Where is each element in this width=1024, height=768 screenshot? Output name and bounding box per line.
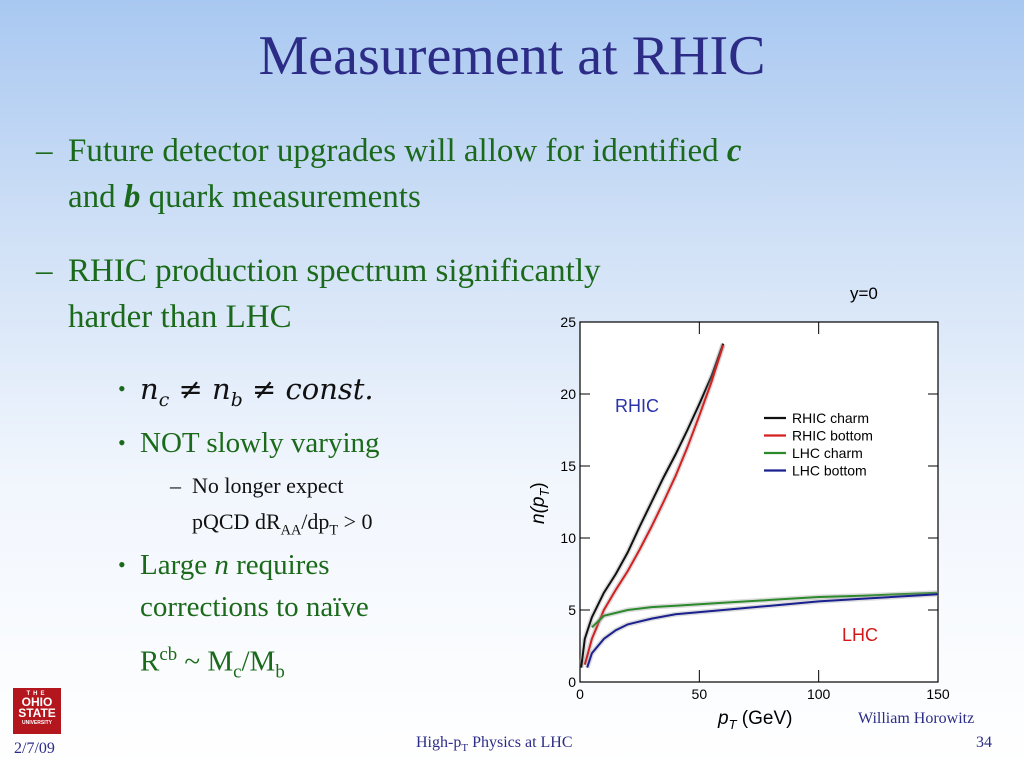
footer-date: 2/7/09 bbox=[14, 740, 55, 757]
annotation-rhic: RHIC bbox=[615, 396, 659, 416]
bullet-em-c: c bbox=[726, 133, 742, 169]
series-line-lhc-charm bbox=[591, 591, 939, 629]
y-tick-label: 15 bbox=[560, 458, 576, 474]
series-line-rhic-bottom bbox=[583, 344, 725, 665]
ohio-state-logo: THE OHIO STATE UNIVERSITY bbox=[13, 688, 61, 734]
bullet-dot: • bbox=[118, 430, 126, 455]
subbullet-rcb: Rcb ~ Mc/Mb bbox=[140, 644, 285, 683]
footer-author: William Horowitz bbox=[858, 710, 975, 727]
legend-label: RHIC charm bbox=[792, 410, 869, 426]
series-lines bbox=[578, 342, 939, 669]
legend-label: RHIC bottom bbox=[792, 428, 873, 444]
y-axis: 0 5 10 15 20 25 bbox=[560, 314, 938, 690]
formula-nc-neq-nb: nc ≠ nb ≠ const. bbox=[140, 372, 374, 411]
bullet-text: RHIC production spectrum significantly bbox=[68, 253, 601, 289]
y-tick-label: 0 bbox=[568, 674, 576, 690]
bullet-text: and bbox=[68, 179, 124, 215]
bullet-text: Future detector upgrades will allow for … bbox=[68, 133, 727, 169]
plot-frame bbox=[579, 321, 939, 683]
bullet-em-b: b bbox=[123, 179, 141, 215]
y-tick-label: 25 bbox=[560, 314, 576, 330]
bullet-line: Future detector upgrades will allow for … bbox=[68, 130, 742, 172]
chart-title: y=0 bbox=[850, 284, 878, 303]
footer-page-number: 34 bbox=[976, 734, 992, 751]
series-line-rhic-charm bbox=[580, 343, 725, 668]
subsub-pqcd: pQCD dRAA/dpT > 0 bbox=[192, 509, 373, 539]
subbullet-text: NOT slowly varying bbox=[140, 427, 380, 459]
bullet-dash: – bbox=[36, 253, 53, 289]
bullet-text: quark measurements bbox=[140, 179, 421, 215]
x-tick-label: 150 bbox=[926, 686, 950, 702]
footer-center: High-pT Physics at LHC bbox=[416, 734, 573, 755]
bullet-dot: • bbox=[118, 376, 126, 401]
bullet-dot: • bbox=[118, 552, 126, 577]
x-tick-label: 0 bbox=[576, 686, 584, 702]
x-axis: 0 50 100 150 bbox=[576, 322, 950, 702]
bullet-rhic-spectrum: – RHIC production spectrum significantly… bbox=[36, 250, 796, 340]
subsub-text: No longer expect bbox=[192, 473, 344, 498]
legend-label: LHC charm bbox=[792, 445, 863, 461]
bullet-text: harder than LHC bbox=[68, 299, 292, 335]
bullet-dash: – bbox=[36, 133, 53, 169]
bullet-line: and b quark measurements bbox=[68, 176, 421, 218]
x-tick-label: 50 bbox=[692, 686, 708, 702]
npt-chart: y=0 0 5 10 15 20 25 0 50 100 150 RHIC LHC RHIC c… bbox=[528, 284, 950, 732]
series-line-lhc-bottom bbox=[586, 593, 939, 668]
subbullet-large-line2: corrections to naïve bbox=[140, 591, 369, 623]
subsub-no-longer: – No longer expect bbox=[170, 470, 344, 502]
x-axis-label: pT (GeV) bbox=[717, 708, 792, 732]
subbullet-text: Large n requires bbox=[140, 549, 330, 581]
y-tick-label: 10 bbox=[560, 530, 576, 546]
y-tick-label: 5 bbox=[568, 602, 576, 618]
annotation-lhc: LHC bbox=[842, 625, 878, 645]
y-axis-label: n(pT) bbox=[528, 482, 552, 524]
bullet-detector-upgrades: – Future detector upgrades will allow fo… bbox=[36, 130, 976, 220]
slide-title: Measurement at RHIC bbox=[258, 25, 766, 87]
legend-label: LHC bottom bbox=[792, 463, 867, 479]
x-tick-label: 100 bbox=[807, 686, 831, 702]
y-tick-label: 20 bbox=[560, 386, 576, 402]
subsub-dash: – bbox=[170, 473, 181, 498]
